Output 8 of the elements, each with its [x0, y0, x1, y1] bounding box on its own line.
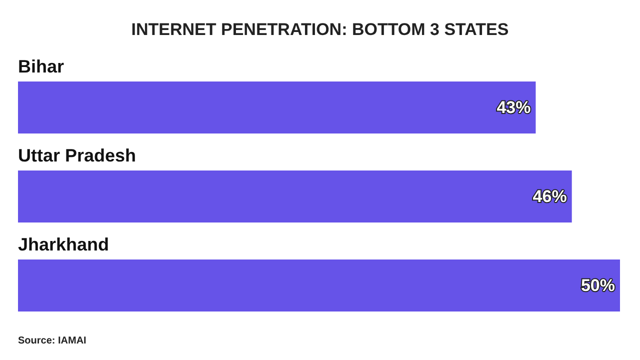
data-label: 50%	[580, 276, 615, 295]
y-tick-label: Jharkhand	[18, 234, 110, 254]
y-tick-label: Uttar Pradesh	[18, 146, 136, 166]
source-note: Source: IAMAI	[18, 336, 87, 346]
data-label: 46%	[532, 187, 567, 206]
y-tick-label: Bihar	[18, 56, 64, 76]
chart-title: INTERNET PENETRATION: BOTTOM 3 STATES	[131, 20, 509, 39]
data-label: 43%	[496, 98, 531, 117]
